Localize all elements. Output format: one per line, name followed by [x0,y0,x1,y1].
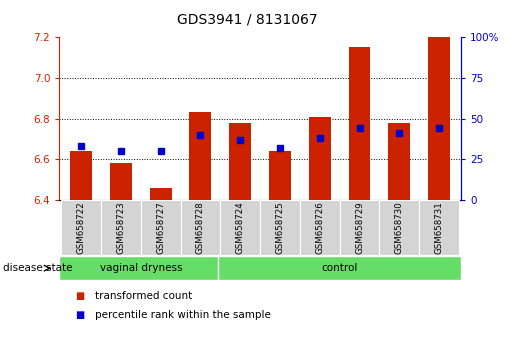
Bar [339,200,380,255]
Bar [349,47,370,200]
Bar [110,163,132,200]
Bar [141,200,181,255]
Text: disease state: disease state [3,263,72,273]
Text: ■: ■ [75,291,84,301]
Text: GSM658728: GSM658728 [196,202,205,255]
Bar [150,188,171,200]
Text: GSM658724: GSM658724 [236,202,245,255]
Text: percentile rank within the sample: percentile rank within the sample [95,310,271,320]
Bar [419,200,459,255]
Bar [59,256,222,280]
Bar [181,200,220,255]
Text: GSM658726: GSM658726 [315,202,324,255]
Bar [388,122,410,200]
Text: GSM658723: GSM658723 [116,202,125,255]
Bar [101,200,141,255]
Text: transformed count: transformed count [95,291,193,301]
Bar [220,200,260,255]
Bar [300,200,339,255]
Text: GSM658729: GSM658729 [355,202,364,254]
Text: control: control [321,263,358,273]
Bar [428,37,450,200]
Text: vaginal dryness: vaginal dryness [99,263,182,273]
Text: GSM658727: GSM658727 [156,202,165,255]
Text: ■: ■ [75,310,84,320]
Bar [260,200,300,255]
Text: GSM658722: GSM658722 [77,202,85,255]
Bar [70,151,92,200]
Text: GSM658725: GSM658725 [276,202,284,255]
Bar [269,151,291,200]
Bar [190,113,211,200]
Bar [218,256,461,280]
Text: GDS3941 / 8131067: GDS3941 / 8131067 [177,12,318,27]
Bar [380,200,419,255]
Bar [229,122,251,200]
Text: GSM658730: GSM658730 [395,202,404,255]
Bar [61,200,101,255]
Text: GSM658731: GSM658731 [435,202,443,255]
Bar [309,116,331,200]
